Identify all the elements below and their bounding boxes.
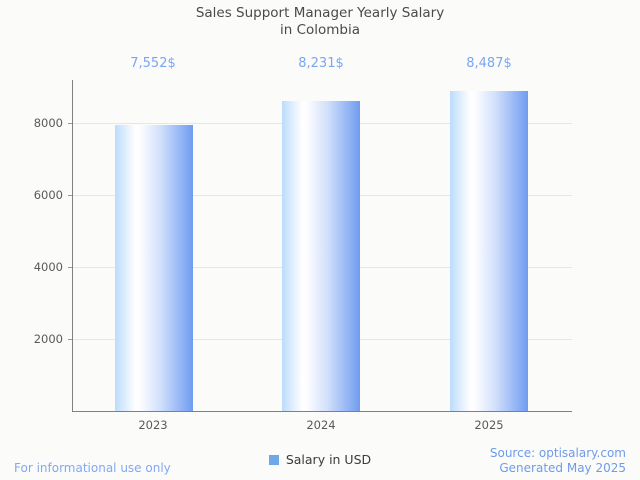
chart-title: Sales Support Manager Yearly Salary in C… — [0, 5, 640, 39]
y-tick-mark-4000 — [68, 267, 73, 268]
source-link-text: Source: optisalary.com — [489, 446, 626, 460]
x-axis-line — [72, 411, 572, 412]
disclaimer-note: For informational use only — [14, 461, 171, 475]
y-tick-mark-6000 — [68, 195, 73, 196]
x-axis-label-2024: 2024 — [306, 418, 336, 432]
y-tick-mark-8000 — [68, 123, 73, 124]
x-axis-label-2023: 2023 — [138, 418, 168, 432]
y-tick-label-4000: 4000 — [33, 260, 63, 274]
x-axis-label-2025: 2025 — [474, 418, 504, 432]
bar-value-label-2024: 8,231$ — [298, 56, 344, 71]
chart-title-line-2: in Colombia — [279, 22, 361, 38]
chart-title-line-1: Sales Support Manager Yearly Salary — [195, 5, 445, 21]
y-tick-mark-2000 — [68, 339, 73, 340]
source-note: Source: optisalary.com Generated May 202… — [490, 446, 626, 476]
bar-2023[interactable] — [115, 125, 193, 411]
plot-area: 8000 6000 4000 2000 — [34, 80, 572, 412]
bar-2024[interactable] — [282, 101, 360, 411]
legend-item-label: Salary in USD — [285, 452, 372, 467]
y-axis-line — [72, 80, 73, 412]
y-tick-label-2000: 2000 — [33, 332, 63, 346]
chart-legend: Salary in USD — [0, 452, 640, 467]
legend-swatch-icon — [268, 454, 279, 465]
bar-value-label-2023: 7,552$ — [130, 56, 176, 71]
generated-date-text: Generated May 2025 — [499, 461, 626, 475]
bar-value-label-2025: 8,487$ — [466, 56, 512, 71]
bar-2025[interactable] — [450, 91, 528, 411]
y-tick-label-6000: 6000 — [33, 188, 63, 202]
y-tick-label-8000: 8000 — [33, 116, 63, 130]
